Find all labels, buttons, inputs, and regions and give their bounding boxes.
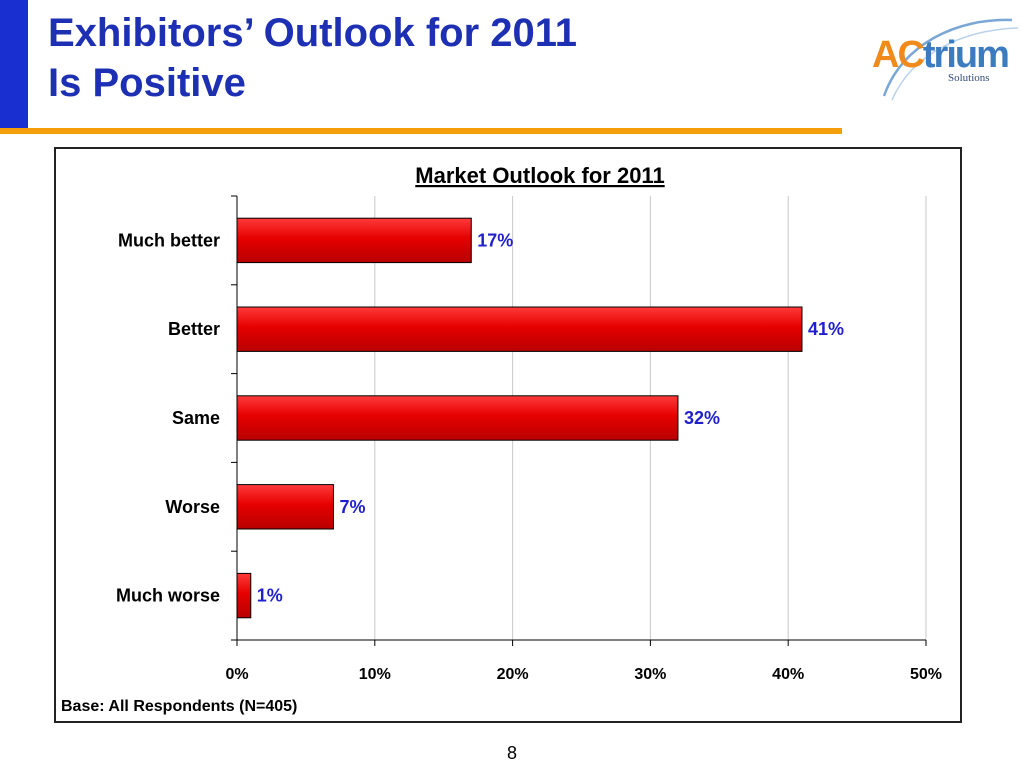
logo-subtitle: Solutions xyxy=(948,72,990,84)
slide-title: Exhibitors’ Outlook for 2011 Is Positive xyxy=(48,8,577,108)
x-tick-label: 50% xyxy=(910,666,942,683)
data-label: 7% xyxy=(339,497,365,517)
side-accent-bar xyxy=(0,0,28,128)
bar-much-better xyxy=(236,217,472,264)
bar-worse xyxy=(236,484,334,530)
logo-letter-a: A xyxy=(872,34,899,76)
slide-title-line-2: Is Positive xyxy=(48,61,246,105)
category-label: Better xyxy=(168,319,220,339)
bar-same xyxy=(236,395,679,441)
data-label: 41% xyxy=(808,319,844,339)
bar-chart: Market Outlook for 2011 0% 10% 20% 30% 40% 50%… xyxy=(116,163,942,683)
chart-title: Market Outlook for 2011 xyxy=(415,163,664,188)
x-tick-label: 30% xyxy=(634,666,666,683)
data-label: 17% xyxy=(477,230,513,250)
data-label: 32% xyxy=(684,408,720,428)
chart-frame: Market Outlook for 2011 0% 10% 20% 30% 40% 50%… xyxy=(54,147,962,723)
x-tick-label: 0% xyxy=(225,666,248,683)
category-label: Much worse xyxy=(116,586,220,606)
logo-wordmark: ACtrium xyxy=(872,34,1010,77)
data-label: 1% xyxy=(257,586,283,606)
slide-title-line-1: Exhibitors’ Outlook for 2011 xyxy=(48,11,578,55)
category-label: Same xyxy=(172,408,220,428)
x-tick-label: 20% xyxy=(497,666,529,683)
category-label: Worse xyxy=(165,497,220,517)
title-underline-rule xyxy=(0,128,842,134)
logo-swoosh xyxy=(882,18,1019,101)
x-tick-label: 10% xyxy=(359,666,391,683)
category-label: Much better xyxy=(118,230,220,250)
logo-word-rest: trium xyxy=(922,34,1010,76)
bar-better xyxy=(236,306,803,352)
page-number: 8 xyxy=(506,743,517,763)
actrium-logo: ACtrium Solutions xyxy=(862,14,1022,106)
bar-much-worse xyxy=(236,572,252,619)
x-tick-label: 40% xyxy=(772,666,804,683)
logo-letter-c: C xyxy=(897,34,924,76)
chart-footnote: Base: All Respondents (N=405) xyxy=(61,698,298,715)
